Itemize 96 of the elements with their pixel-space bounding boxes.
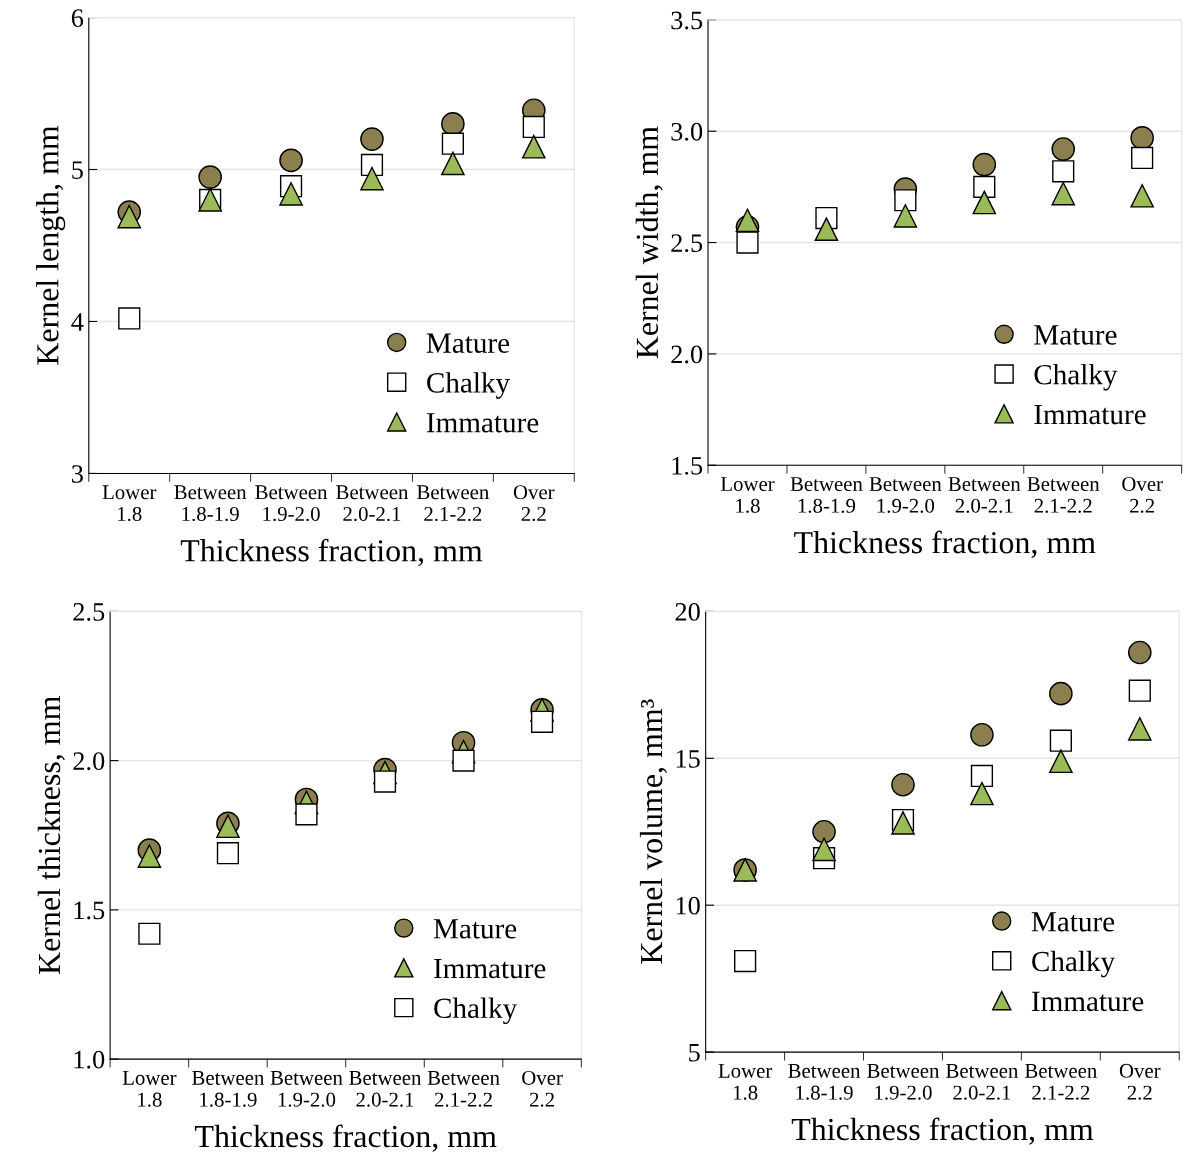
point [972,152,997,177]
x-tick-label: Between 1.8-1.9 [788,1064,861,1100]
x-tick-label: Over 2.2 [1122,477,1163,513]
point [373,770,397,793]
x-tick-label: Between 2.0-2.1 [948,477,1021,513]
point [736,231,759,254]
x-tick-label: Between 1.8-1.9 [192,1071,265,1107]
legend-label: Chalky [427,372,510,399]
y-axis-title: Kernel length, mm [36,125,66,365]
x-tick-label: Over 2.2 [522,1070,563,1107]
y-tick-label: 2.5 [671,234,703,253]
y-tick-label: 5 [72,161,83,179]
y-tick-label: 10 [676,896,700,915]
y-tick-label: 2.5 [73,603,105,621]
point [970,781,994,806]
point [735,208,760,233]
x-tick-label: Between 1.9-2.0 [255,485,328,522]
y-axis-title: Kernel width, mm [635,126,663,359]
point [970,722,994,747]
legend-label: Immature [1034,404,1146,425]
y-tick-label: 6 [71,9,84,27]
point [279,182,303,206]
legend-label: Chalky [1032,950,1116,978]
legend-label: Immature [434,958,546,979]
x-tick-label: Between 1.9-2.0 [270,1071,343,1107]
x-tick-label: Lower 1.8 [122,1071,177,1107]
x-axis-title: Thickness fraction, mm [794,530,1096,559]
point [117,204,142,229]
legend-label: Mature [433,919,517,939]
point [891,772,915,797]
point [452,749,475,772]
point [137,844,162,868]
x-tick-label: Between 2.0-2.1 [349,1071,422,1107]
point [198,165,222,189]
point [1130,183,1154,208]
x-tick-label: Lower 1.8 [102,485,157,522]
y-axis-title: Kernel volume, mm³ [639,699,667,964]
x-tick-label: Between 2.0-2.1 [336,485,409,522]
y-tick-label: 1.0 [74,1050,105,1069]
legend-label: Mature [426,333,510,353]
y-tick-label: 20 [675,602,700,621]
legend-label: Chalky [434,997,518,1025]
x-tick-label: Lower 1.8 [720,477,775,513]
x-tick-label: Between 2.1-2.2 [1027,477,1100,513]
point [441,151,465,176]
y-axis-title: Kernel thickness, mm [37,696,65,975]
point [893,204,918,228]
x-axis-title: Thickness fraction, mm [180,538,483,567]
point [521,134,546,159]
y-tick-label: 1.5 [74,901,105,920]
point [1049,681,1073,706]
x-tick-label: Between 2.1-2.2 [1025,1064,1097,1100]
x-tick-label: Between 1.8-1.9 [790,477,863,513]
point [1127,717,1152,741]
y-tick-label: 3.0 [671,122,703,141]
x-tick-label: Between 2.0-2.1 [946,1064,1019,1100]
point [279,148,303,173]
point [295,803,318,826]
point [814,217,839,242]
y-tick-label: 4 [71,313,84,331]
point [1049,749,1073,774]
y-tick-label: 5 [689,1043,700,1062]
x-tick-label: Lower 1.8 [718,1064,773,1100]
x-tick-label: Between 1.8-1.9 [174,485,247,522]
legend-label: Chalky [1034,363,1118,391]
y-tick-label: 3.5 [671,11,703,30]
legend-label: Immature [426,413,539,433]
x-tick-label: Between 2.1-2.2 [417,485,490,522]
point [441,112,465,136]
x-tick-label: Between 2.1-2.2 [427,1071,500,1107]
legend-label: Mature [1031,912,1115,932]
y-tick-label: 15 [676,750,700,768]
legend-label: Immature [1031,991,1144,1012]
y-tick-label: 1.5 [672,457,703,475]
y-tick-label: 2.0 [73,752,105,771]
point [360,166,384,191]
x-tick-label: Over 2.2 [513,485,555,522]
x-axis-title: Thickness fraction, mm [791,1117,1094,1145]
point [812,837,836,862]
x-tick-label: Between 1.9-2.0 [867,1064,940,1100]
point [360,127,384,151]
point [1051,181,1076,206]
y-tick-label: 3 [72,465,83,483]
point [1051,137,1076,161]
legend-label: Mature [1034,325,1117,345]
point [894,189,917,212]
point [1127,640,1152,665]
x-tick-label: Between 1.9-2.0 [869,477,942,513]
point [530,710,554,733]
point [812,819,836,844]
x-tick-label: Over 2.2 [1119,1063,1161,1100]
point [522,115,545,139]
x-axis-title: Thickness fraction, mm [195,1124,497,1152]
point [1130,126,1154,150]
point [972,190,997,215]
y-tick-label: 2.0 [671,345,703,364]
